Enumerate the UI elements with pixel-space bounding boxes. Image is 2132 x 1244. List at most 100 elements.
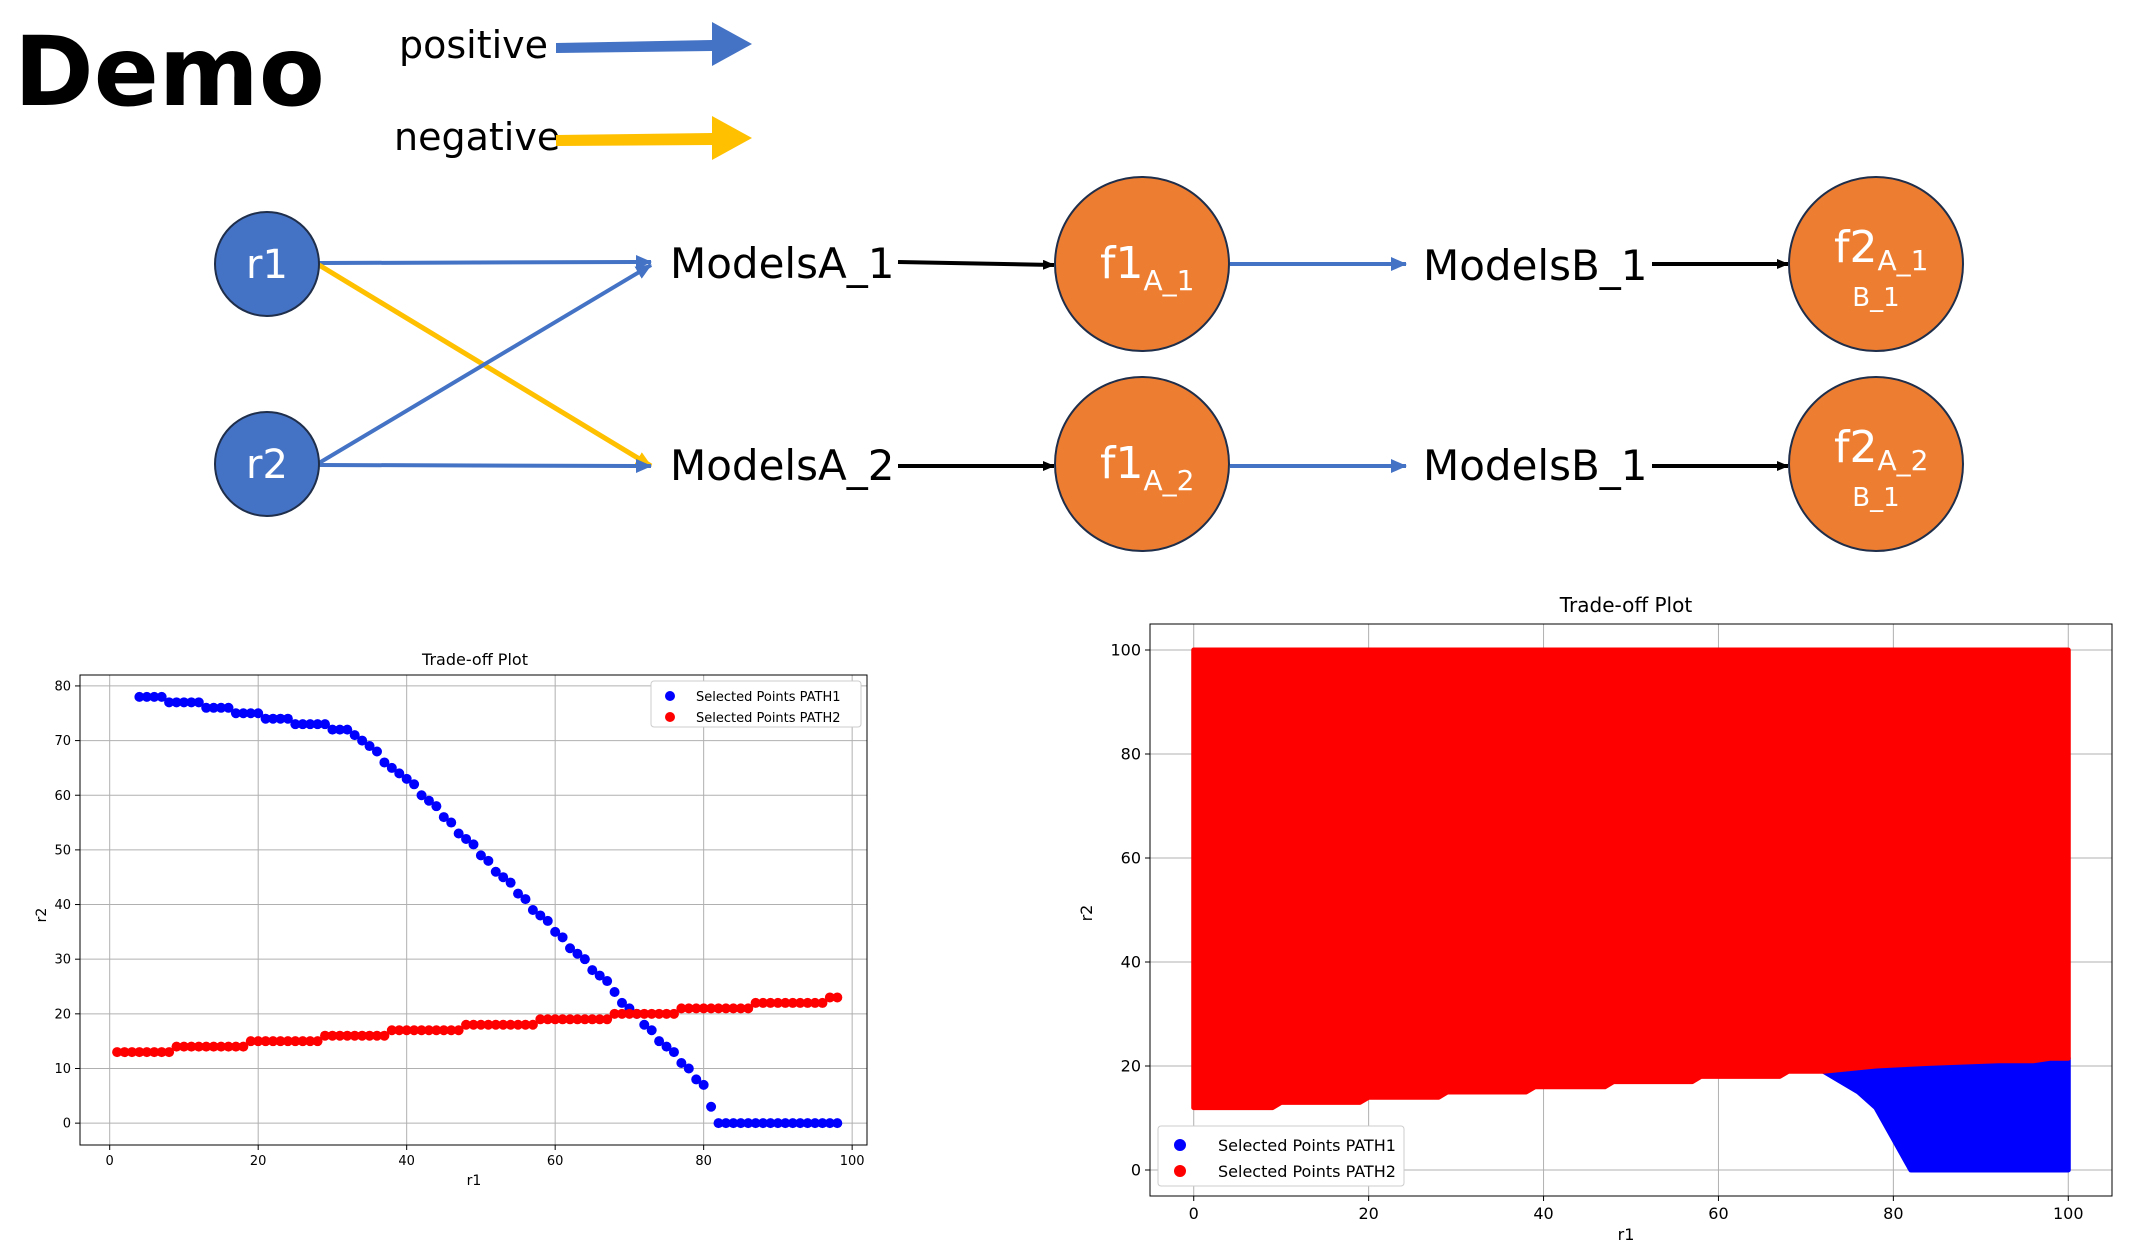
point-path2	[275, 1036, 286, 1047]
point-path2	[602, 1014, 613, 1025]
point-path1	[134, 691, 145, 702]
point-path1	[587, 965, 598, 976]
point-path1	[490, 866, 501, 877]
point-path2	[579, 1014, 590, 1025]
chart-left-title: Trade-off Plot	[421, 650, 528, 669]
point-path2	[401, 1025, 412, 1036]
point-path1	[565, 943, 576, 954]
point-path1	[810, 1118, 821, 1129]
point-path2	[498, 1019, 509, 1030]
y-tick-label: 80	[54, 679, 71, 694]
point-path1	[468, 839, 479, 850]
y-tick-label: 30	[54, 953, 71, 968]
point-path1	[802, 1118, 813, 1129]
point-path1	[646, 1025, 657, 1036]
point-path1	[498, 872, 509, 883]
point-path1	[401, 773, 412, 784]
point-path1	[772, 1118, 783, 1129]
point-path1	[156, 691, 167, 702]
point-path2	[743, 1003, 754, 1014]
point-path2	[624, 1008, 635, 1019]
point-path1	[572, 948, 583, 959]
edge-r2-modelsA1	[317, 263, 653, 465]
point-path2	[535, 1014, 546, 1025]
x-tick-label: 80	[1883, 1204, 1903, 1223]
legend-path2-marker	[665, 712, 675, 722]
models-a2-label: ModelsA_2	[670, 441, 894, 490]
node-f1-a2-sub: A_2	[1143, 464, 1194, 497]
svg-text:f2A_2: f2A_2	[1834, 422, 1928, 477]
point-path1	[765, 1118, 776, 1129]
point-path1	[438, 812, 449, 823]
point-path1	[171, 697, 182, 708]
point-path2	[631, 1008, 642, 1019]
point-path2	[735, 1003, 746, 1014]
point-path2	[193, 1041, 204, 1052]
point-path2	[475, 1019, 486, 1030]
point-path2	[824, 992, 835, 1003]
chart-right-regions	[1191, 647, 2071, 1173]
point-path1	[431, 801, 442, 812]
point-path1	[639, 1019, 650, 1030]
point-path1	[446, 817, 457, 828]
point-path2	[282, 1036, 293, 1047]
point-path1	[268, 713, 279, 724]
point-path2	[357, 1030, 368, 1041]
legend-path1-marker	[1174, 1139, 1186, 1151]
point-path2	[112, 1047, 123, 1058]
node-f1-a1: f1A_1	[1054, 176, 1230, 352]
point-path2	[119, 1047, 130, 1058]
chart-right-xlabel: r1	[1618, 1225, 1635, 1244]
point-path1	[282, 713, 293, 724]
legend-negative-label: negative	[394, 115, 560, 159]
y-tick-label: 40	[1121, 953, 1141, 972]
point-path2	[253, 1036, 264, 1047]
chart-left-xlabel: r1	[467, 1173, 482, 1189]
models-b1-bottom-label: ModelsB_1	[1423, 441, 1648, 490]
y-tick-label: 60	[54, 789, 71, 804]
point-path1	[527, 905, 538, 915]
point-path2	[141, 1047, 152, 1058]
node-f2-a1-sub2: B_1	[1852, 283, 1899, 313]
point-path2	[238, 1041, 249, 1052]
x-tick-label: 20	[1358, 1204, 1378, 1223]
point-path2	[654, 1008, 665, 1019]
legend-path1-marker	[665, 691, 675, 701]
node-r2: r2	[214, 411, 320, 517]
node-f2-a2-sub2: B_1	[1852, 483, 1899, 513]
point-path1	[513, 888, 524, 899]
point-path2	[312, 1036, 323, 1047]
point-path1	[312, 719, 323, 730]
point-path1	[706, 1101, 717, 1112]
point-path2	[490, 1019, 501, 1030]
point-path2	[178, 1041, 189, 1052]
y-tick-label: 0	[1131, 1161, 1141, 1180]
point-path1	[178, 697, 189, 708]
point-path2	[832, 992, 843, 1003]
point-path1	[379, 757, 390, 768]
point-path1	[743, 1118, 754, 1129]
x-tick-label: 40	[1533, 1204, 1553, 1223]
point-path2	[216, 1041, 227, 1052]
models-a1-label: ModelsA_1	[670, 239, 894, 288]
point-path1	[557, 932, 568, 943]
legend-negative-arrow	[556, 116, 752, 160]
point-path1	[253, 708, 264, 719]
point-path2	[616, 1008, 627, 1019]
point-path2	[305, 1036, 316, 1047]
point-path2	[661, 1008, 672, 1019]
node-r2-label: r2	[246, 442, 288, 488]
point-path1	[320, 719, 331, 730]
point-path2	[364, 1030, 375, 1041]
point-path1	[461, 833, 472, 844]
y-tick-label: 0	[63, 1117, 71, 1132]
point-path1	[409, 779, 420, 790]
point-path1	[394, 768, 405, 779]
point-path2	[379, 1030, 390, 1041]
point-path1	[832, 1118, 843, 1129]
node-f2-a1-sub: A_1	[1877, 244, 1928, 277]
point-path1	[327, 724, 338, 735]
point-path2	[171, 1041, 182, 1052]
node-r1: r1	[214, 211, 320, 317]
point-path1	[795, 1118, 806, 1129]
